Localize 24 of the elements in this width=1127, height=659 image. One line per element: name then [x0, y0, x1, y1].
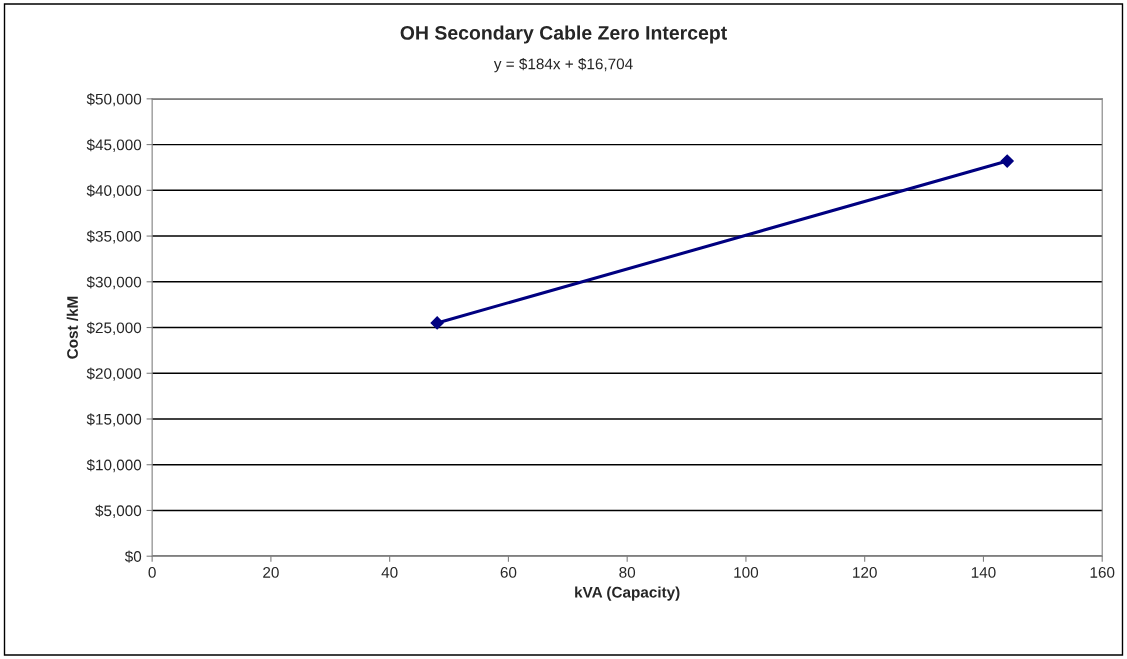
y-tick-label: $15,000: [86, 413, 142, 427]
y-tick-label: $35,000: [86, 230, 142, 244]
x-tick-label: 120: [853, 567, 877, 578]
x-tick-label: 0: [148, 567, 156, 578]
y-axis-title: Cost /kM: [66, 296, 79, 359]
y-tick-label: $30,000: [86, 276, 142, 290]
chart-subtitle: y = $184x + $16,704: [493, 57, 633, 73]
y-tick-label: $0: [124, 550, 142, 563]
x-axis-title: kVA (Capacity): [575, 586, 680, 601]
x-tick-label: 140: [971, 567, 996, 578]
y-tick-label: $5,000: [95, 504, 142, 518]
y-tick-label: $10,000: [86, 458, 142, 473]
y-tick-label: $40,000: [86, 184, 142, 198]
x-tick-label: 160: [1090, 567, 1115, 578]
x-tick-label: 80: [619, 567, 636, 578]
x-tick-label: 100: [734, 567, 759, 578]
x-tick-label: 60: [500, 567, 517, 578]
y-tick-label: $20,000: [86, 367, 142, 381]
chart-title: OH Secondary Cable Zero Intercept: [400, 25, 727, 44]
x-tick-label: 20: [263, 567, 279, 578]
x-tick-label: 40: [381, 567, 398, 578]
y-tick-label: $50,000: [86, 93, 142, 107]
y-tick-label: $25,000: [86, 321, 142, 336]
y-tick-label: $45,000: [86, 138, 142, 153]
